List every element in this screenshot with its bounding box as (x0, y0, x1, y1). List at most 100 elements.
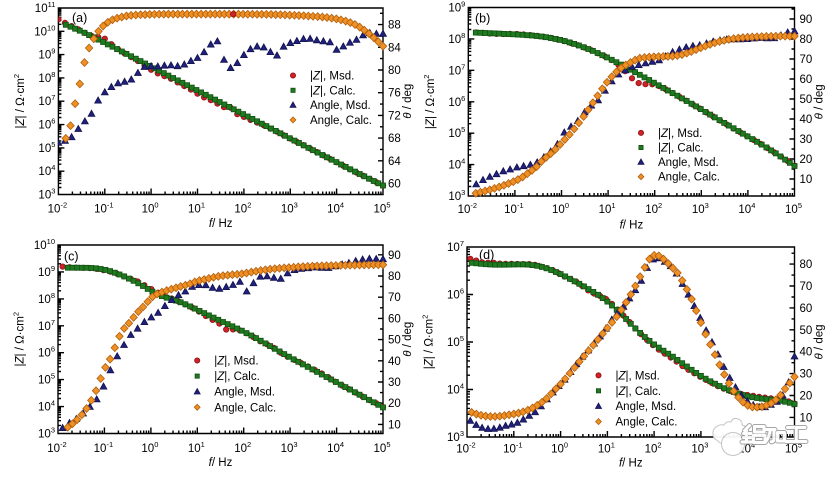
svg-text:103: 103 (692, 201, 709, 216)
svg-text:Angle, Msd.: Angle, Msd. (616, 401, 677, 413)
svg-text:(d): (d) (479, 248, 494, 262)
svg-text:|Z| / Ω·cm2: |Z| / Ω·cm2 (12, 312, 27, 367)
svg-text:107: 107 (38, 93, 55, 108)
svg-text:100: 100 (551, 441, 568, 456)
svg-text:100: 100 (141, 440, 158, 455)
svg-text:103: 103 (447, 429, 464, 444)
svg-text:103: 103 (281, 201, 298, 216)
svg-text:Angle, Calc.: Angle, Calc. (658, 172, 720, 184)
svg-text:109: 109 (38, 264, 55, 279)
svg-text:10: 10 (800, 174, 813, 186)
svg-text:θ / deg: θ / deg (402, 322, 414, 357)
svg-text:105: 105 (38, 372, 55, 387)
svg-text:105: 105 (785, 201, 802, 216)
svg-text:90: 90 (800, 14, 813, 26)
svg-text:70: 70 (800, 281, 813, 293)
svg-text:104: 104 (38, 163, 55, 178)
svg-text:80: 80 (388, 271, 401, 283)
svg-text:Angle, Calc.: Angle, Calc. (214, 402, 276, 414)
svg-text:|Z| / Ω·cm2: |Z| / Ω·cm2 (421, 315, 436, 370)
svg-text:103: 103 (691, 441, 708, 456)
svg-text:106: 106 (447, 287, 464, 302)
svg-text:10: 10 (800, 412, 813, 424)
svg-text:80: 80 (800, 259, 813, 271)
svg-text:68: 68 (388, 133, 401, 145)
svg-text:106: 106 (38, 345, 55, 360)
svg-text:84: 84 (388, 42, 401, 54)
svg-text:20: 20 (388, 398, 401, 410)
svg-text:104: 104 (38, 399, 55, 414)
svg-text:107: 107 (448, 62, 465, 77)
svg-text:|Z|, Msd.: |Z|, Msd. (616, 370, 660, 382)
svg-text:105: 105 (38, 140, 55, 155)
svg-text:70: 70 (388, 292, 401, 304)
svg-text:88: 88 (388, 20, 401, 32)
svg-text:104: 104 (327, 440, 344, 455)
svg-text:f/ Hz: f/ Hz (209, 457, 233, 469)
svg-text:109: 109 (448, 0, 465, 15)
svg-text:f/ Hz: f/ Hz (209, 218, 233, 230)
svg-text:76: 76 (388, 88, 401, 100)
svg-text:θ / deg: θ / deg (814, 84, 826, 119)
svg-text:107: 107 (447, 239, 464, 254)
svg-text:10: 10 (388, 419, 401, 431)
svg-text:f/ Hz: f/ Hz (619, 458, 643, 470)
svg-text:105: 105 (374, 201, 391, 216)
svg-text:70: 70 (800, 54, 813, 66)
svg-text:|Z|, Msd.: |Z|, Msd. (310, 71, 354, 83)
svg-text:Angle, Msd.: Angle, Msd. (658, 157, 719, 169)
svg-text:40: 40 (800, 347, 813, 359)
svg-text:40: 40 (800, 114, 813, 126)
svg-text:105: 105 (448, 125, 465, 140)
svg-text:|Z|, Msd.: |Z|, Msd. (658, 128, 702, 140)
svg-text:20: 20 (800, 154, 813, 166)
svg-text:(b): (b) (475, 12, 490, 26)
svg-text:103: 103 (38, 426, 55, 441)
svg-text:104: 104 (738, 201, 755, 216)
svg-text:(c): (c) (64, 250, 79, 264)
svg-text:Angle, Calc.: Angle, Calc. (616, 417, 678, 429)
svg-text:50: 50 (800, 94, 813, 106)
svg-text:102: 102 (234, 201, 251, 216)
svg-text:106: 106 (38, 117, 55, 132)
svg-text:107: 107 (38, 318, 55, 333)
svg-text:101: 101 (599, 201, 616, 216)
svg-text:101: 101 (598, 441, 615, 456)
svg-text:102: 102 (645, 201, 662, 216)
svg-text:50: 50 (800, 325, 813, 337)
svg-text:f/ Hz: f/ Hz (620, 220, 644, 232)
svg-text:102: 102 (645, 441, 662, 456)
svg-text:Angle, Msd.: Angle, Msd. (310, 100, 371, 112)
svg-text:106: 106 (448, 94, 465, 109)
svg-text:80: 80 (800, 34, 813, 46)
svg-text:|Z| / Ω·cm2: |Z| / Ω·cm2 (422, 75, 437, 130)
svg-text:100: 100 (142, 201, 159, 216)
svg-text:|Z|, Msd.: |Z|, Msd. (214, 356, 258, 368)
svg-text:|Z| / Ω·cm2: |Z| / Ω·cm2 (12, 74, 27, 129)
svg-text:104: 104 (327, 201, 344, 216)
svg-text:100: 100 (552, 201, 569, 216)
svg-text:Angle, Msd.: Angle, Msd. (214, 387, 275, 399)
svg-text:|Z|, Calc.: |Z|, Calc. (616, 386, 662, 398)
svg-text:60: 60 (800, 74, 813, 86)
svg-text:103: 103 (448, 188, 465, 203)
svg-text:60: 60 (388, 313, 401, 325)
svg-text:40: 40 (388, 356, 401, 368)
svg-text:Angle, Calc.: Angle, Calc. (310, 115, 372, 127)
svg-text:104: 104 (447, 382, 464, 397)
svg-text:103: 103 (38, 187, 55, 202)
svg-text:102: 102 (234, 440, 251, 455)
svg-text:109: 109 (38, 47, 55, 62)
svg-text:30: 30 (800, 134, 813, 146)
svg-text:|Z|, Calc.: |Z|, Calc. (310, 85, 356, 97)
svg-text:60: 60 (800, 303, 813, 315)
svg-text:90: 90 (388, 250, 401, 262)
svg-text:108: 108 (448, 31, 465, 46)
svg-text:105: 105 (447, 334, 464, 349)
svg-text:72: 72 (388, 110, 401, 122)
svg-text:104: 104 (448, 157, 465, 172)
svg-text:θ / deg: θ / deg (814, 324, 826, 359)
svg-text:|Z|, Calc.: |Z|, Calc. (214, 371, 260, 383)
svg-text:80: 80 (388, 65, 401, 77)
svg-text:30: 30 (388, 377, 401, 389)
